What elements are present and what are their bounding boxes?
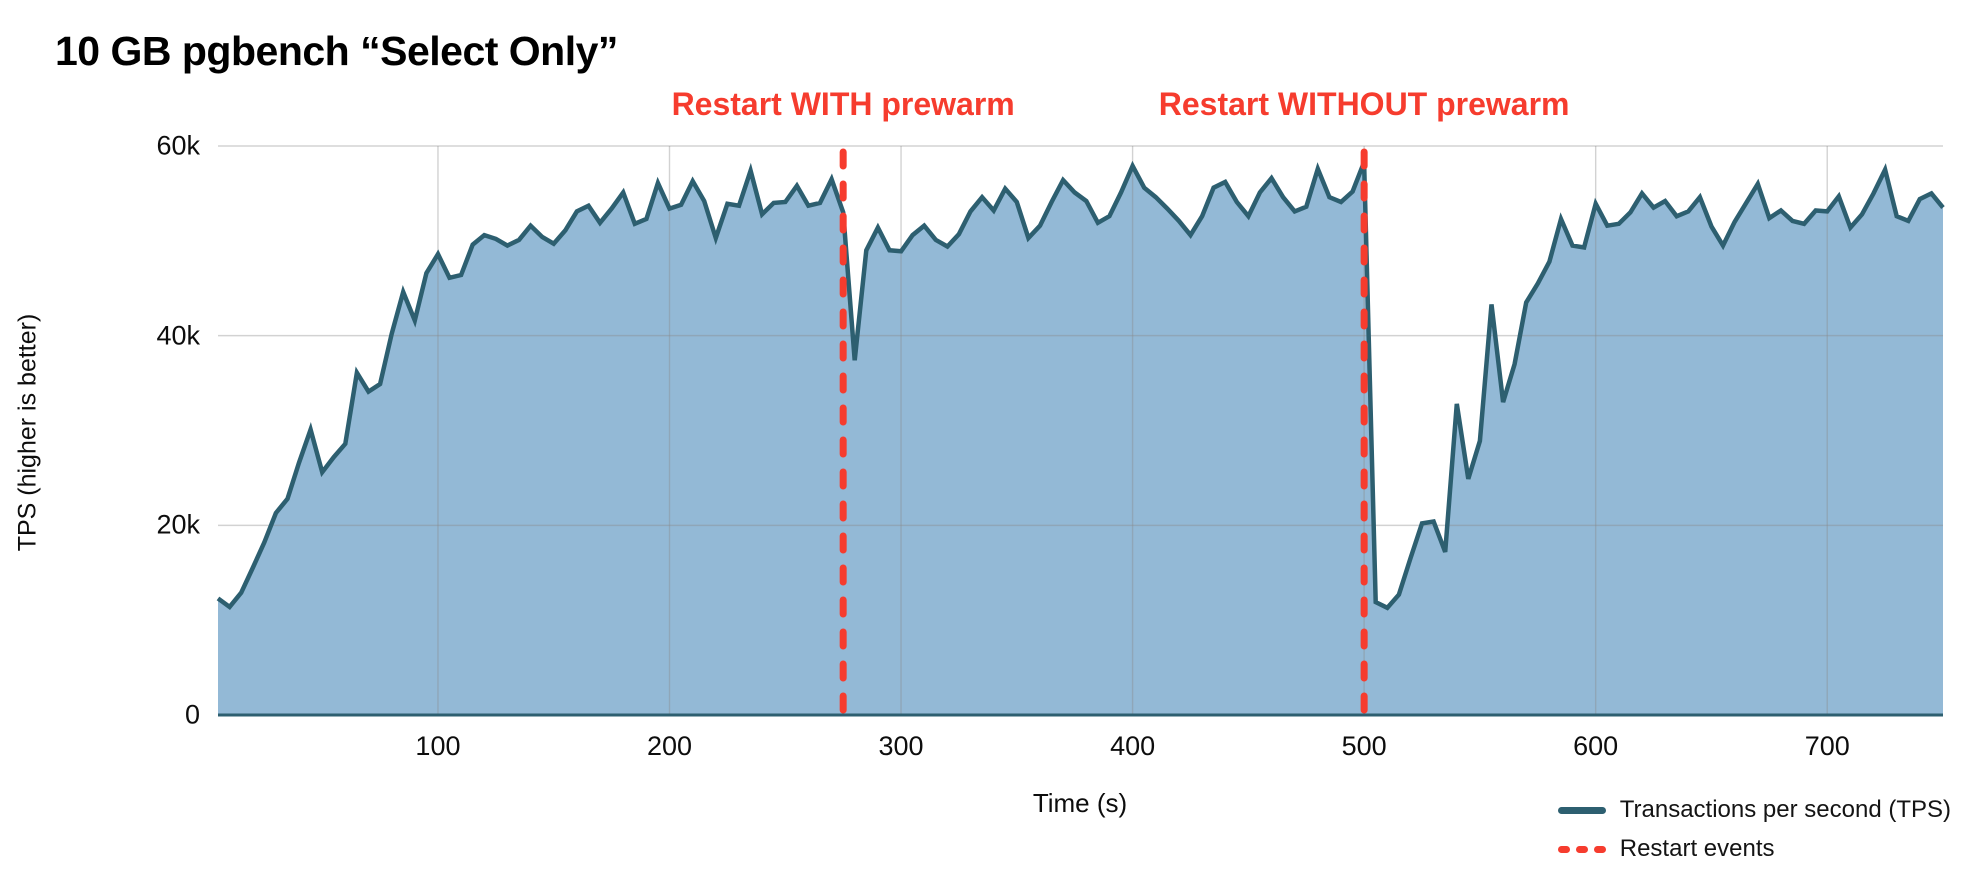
x-tick-700: 700 [1804, 731, 1850, 761]
chart-title: 10 GB pgbench “Select Only” [55, 28, 618, 74]
x-tick-400: 400 [1110, 731, 1156, 761]
y-tick-20k: 20k [156, 509, 200, 540]
tps-line-swatch-icon [1557, 806, 1606, 814]
x-tick-200: 200 [646, 731, 693, 761]
legend-item-restarts: Restart events [1557, 835, 1951, 863]
tps-area-fill [218, 162, 1943, 716]
restart-dashed-swatch-icon [1557, 845, 1606, 853]
legend: Transactions per second (TPS) Restart ev… [1557, 796, 1951, 863]
legend-item-tps: Transactions per second (TPS) [1557, 796, 1951, 824]
x-axis-title: Time (s) [1032, 788, 1128, 818]
x-tick-300: 300 [878, 731, 924, 761]
x-tick-100: 100 [415, 731, 461, 761]
x-tick-600: 600 [1573, 731, 1619, 761]
legend-label-restarts: Restart events [1619, 835, 1775, 862]
y-tick-0: 0 [184, 699, 200, 730]
y-tick-60k: 60k [156, 130, 200, 161]
restart-annotation-2: Restart WITHOUT prewarm [1158, 86, 1570, 122]
restart-annotation-1: Restart WITH prewarm [671, 86, 1015, 122]
restart-event-lines [839, 148, 1368, 716]
y-tick-40k: 40k [156, 320, 200, 351]
legend-label-tps: Transactions per second (TPS) [1619, 796, 1951, 823]
x-tick-500: 500 [1341, 731, 1387, 761]
tps-line [216, 160, 1945, 611]
